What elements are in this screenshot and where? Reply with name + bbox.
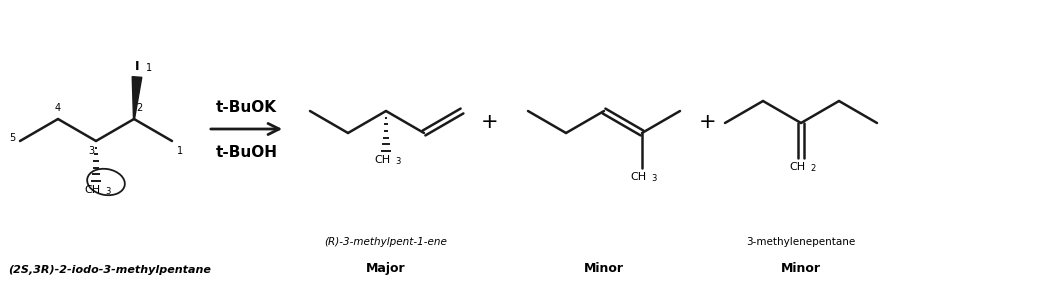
Text: 3: 3 [88, 146, 94, 156]
Text: CH: CH [374, 155, 390, 165]
Text: 2: 2 [810, 164, 815, 173]
Text: 1: 1 [177, 146, 184, 156]
Text: 3: 3 [395, 157, 400, 166]
Text: Major: Major [366, 262, 405, 275]
Text: 1: 1 [146, 63, 152, 73]
Text: 4: 4 [55, 103, 61, 113]
Text: t-BuOH: t-BuOH [216, 145, 278, 160]
Text: 3: 3 [651, 174, 656, 183]
Text: +: + [699, 112, 717, 132]
Text: CH: CH [789, 162, 805, 172]
Text: (R)-3-methylpent-1-ene: (R)-3-methylpent-1-ene [325, 237, 447, 247]
Text: CH: CH [84, 185, 100, 195]
Text: CH: CH [629, 172, 646, 182]
Text: 3-methylenepentane: 3-methylenepentane [747, 237, 856, 247]
Text: 5: 5 [8, 133, 15, 143]
Polygon shape [132, 77, 142, 119]
Text: 3: 3 [105, 187, 110, 196]
Text: t-BuOK: t-BuOK [216, 100, 277, 115]
Text: +: + [481, 112, 499, 132]
Text: 2: 2 [136, 103, 142, 113]
Text: Minor: Minor [584, 262, 624, 275]
Text: (2S,3R)-2-iodo-3-methylpentane: (2S,3R)-2-iodo-3-methylpentane [8, 265, 211, 275]
Text: Minor: Minor [781, 262, 821, 275]
Text: I: I [135, 60, 139, 73]
